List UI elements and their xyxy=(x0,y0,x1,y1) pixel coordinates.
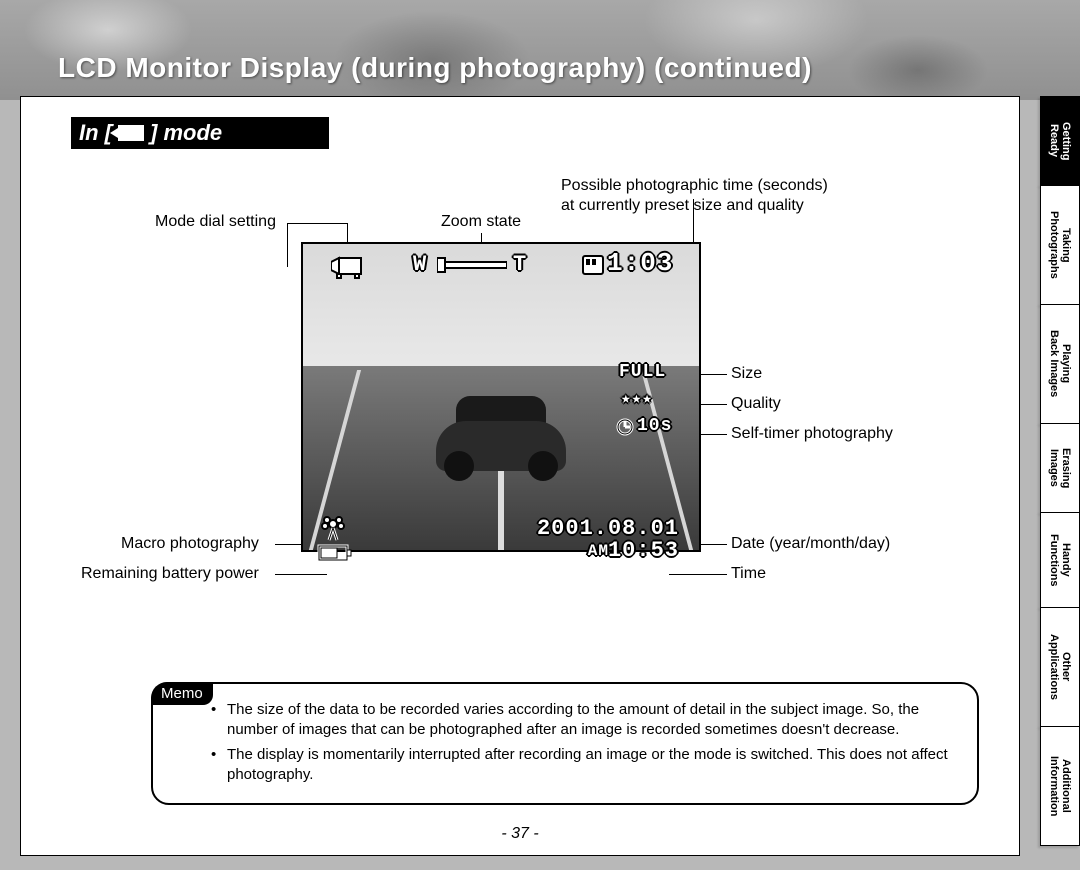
leader-line xyxy=(275,574,327,575)
leader-line xyxy=(669,574,727,575)
osd-time-remaining: 1:03 xyxy=(607,248,673,278)
tab-label: ErasingImages xyxy=(1048,448,1072,488)
label-possible-time-2: at currently preset size and quality xyxy=(561,197,804,215)
macro-flower-icon xyxy=(319,514,347,542)
tab-handy-functions[interactable]: HandyFunctions xyxy=(1040,512,1080,608)
label-self-timer: Self-timer photography xyxy=(731,425,893,443)
mode-suffix: ] mode xyxy=(150,120,222,146)
label-zoom-state: Zoom state xyxy=(441,213,521,231)
label-quality: Quality xyxy=(731,395,781,413)
tab-label: AdditionalInformation xyxy=(1048,756,1072,817)
tab-playing-back-images[interactable]: PlayingBack Images xyxy=(1040,304,1080,424)
tab-getting-ready[interactable]: GettingReady xyxy=(1040,96,1080,186)
osd-size: FULL xyxy=(619,362,666,382)
mode-heading: In [ ] mode xyxy=(71,117,341,149)
header-marble-bg xyxy=(0,0,1080,100)
zoom-bar-icon xyxy=(437,256,507,274)
movie-camera-icon xyxy=(118,125,144,141)
tab-label: TakingPhotographs xyxy=(1048,211,1072,279)
leader-line xyxy=(287,223,347,224)
page-title: LCD Monitor Display (during photography)… xyxy=(58,52,812,84)
tab-label: OtherApplications xyxy=(1048,634,1072,700)
battery-icon xyxy=(317,544,353,564)
memo-box: Memo The size of the data to be recorded… xyxy=(151,682,979,805)
side-tabs: GettingReady TakingPhotographs PlayingBa… xyxy=(1040,96,1080,845)
self-timer-icon xyxy=(615,416,635,436)
tab-label: HandyFunctions xyxy=(1048,534,1072,587)
memo-list: The size of the data to be recorded vari… xyxy=(211,700,959,785)
tab-label: PlayingBack Images xyxy=(1048,330,1072,397)
label-size: Size xyxy=(731,365,762,383)
label-date: Date (year/month/day) xyxy=(731,535,890,553)
osd-self-timer: 10s xyxy=(637,416,672,436)
tab-label: GettingReady xyxy=(1048,122,1072,161)
tab-other-applications[interactable]: OtherApplications xyxy=(1040,607,1080,727)
lcd-screenshot: W T 1:03 FULL ★★★ 10s xyxy=(301,242,701,552)
label-mode-dial: Mode dial setting xyxy=(155,213,276,231)
osd-clock: 10:53 xyxy=(608,538,679,563)
memo-item: The size of the data to be recorded vari… xyxy=(211,700,959,741)
memo-item: The display is momentarily interrupted a… xyxy=(211,745,959,786)
card-icon xyxy=(581,254,605,276)
tab-additional-information[interactable]: AdditionalInformation xyxy=(1040,726,1080,846)
page-body: In [ ] mode Mode dial setting Zoom state… xyxy=(20,96,1020,856)
movie-mode-icon xyxy=(331,254,365,280)
page-number: - 37 - xyxy=(501,825,538,843)
osd-zoom-t: T xyxy=(513,252,527,277)
label-time: Time xyxy=(731,565,766,583)
label-battery: Remaining battery power xyxy=(81,565,259,583)
leader-line xyxy=(287,223,288,267)
lcd-car xyxy=(426,391,576,481)
osd-zoom-w: W xyxy=(413,252,427,277)
label-possible-time-1: Possible photographic time (seconds) xyxy=(561,177,828,195)
osd-ampm: AM xyxy=(588,542,609,560)
label-macro: Macro photography xyxy=(121,535,259,553)
mode-prefix: In [ xyxy=(79,120,112,146)
memo-tag: Memo xyxy=(151,682,213,705)
tab-erasing-images[interactable]: ErasingImages xyxy=(1040,423,1080,513)
tab-taking-photographs[interactable]: TakingPhotographs xyxy=(1040,185,1080,305)
osd-quality: ★★★ xyxy=(621,388,653,408)
